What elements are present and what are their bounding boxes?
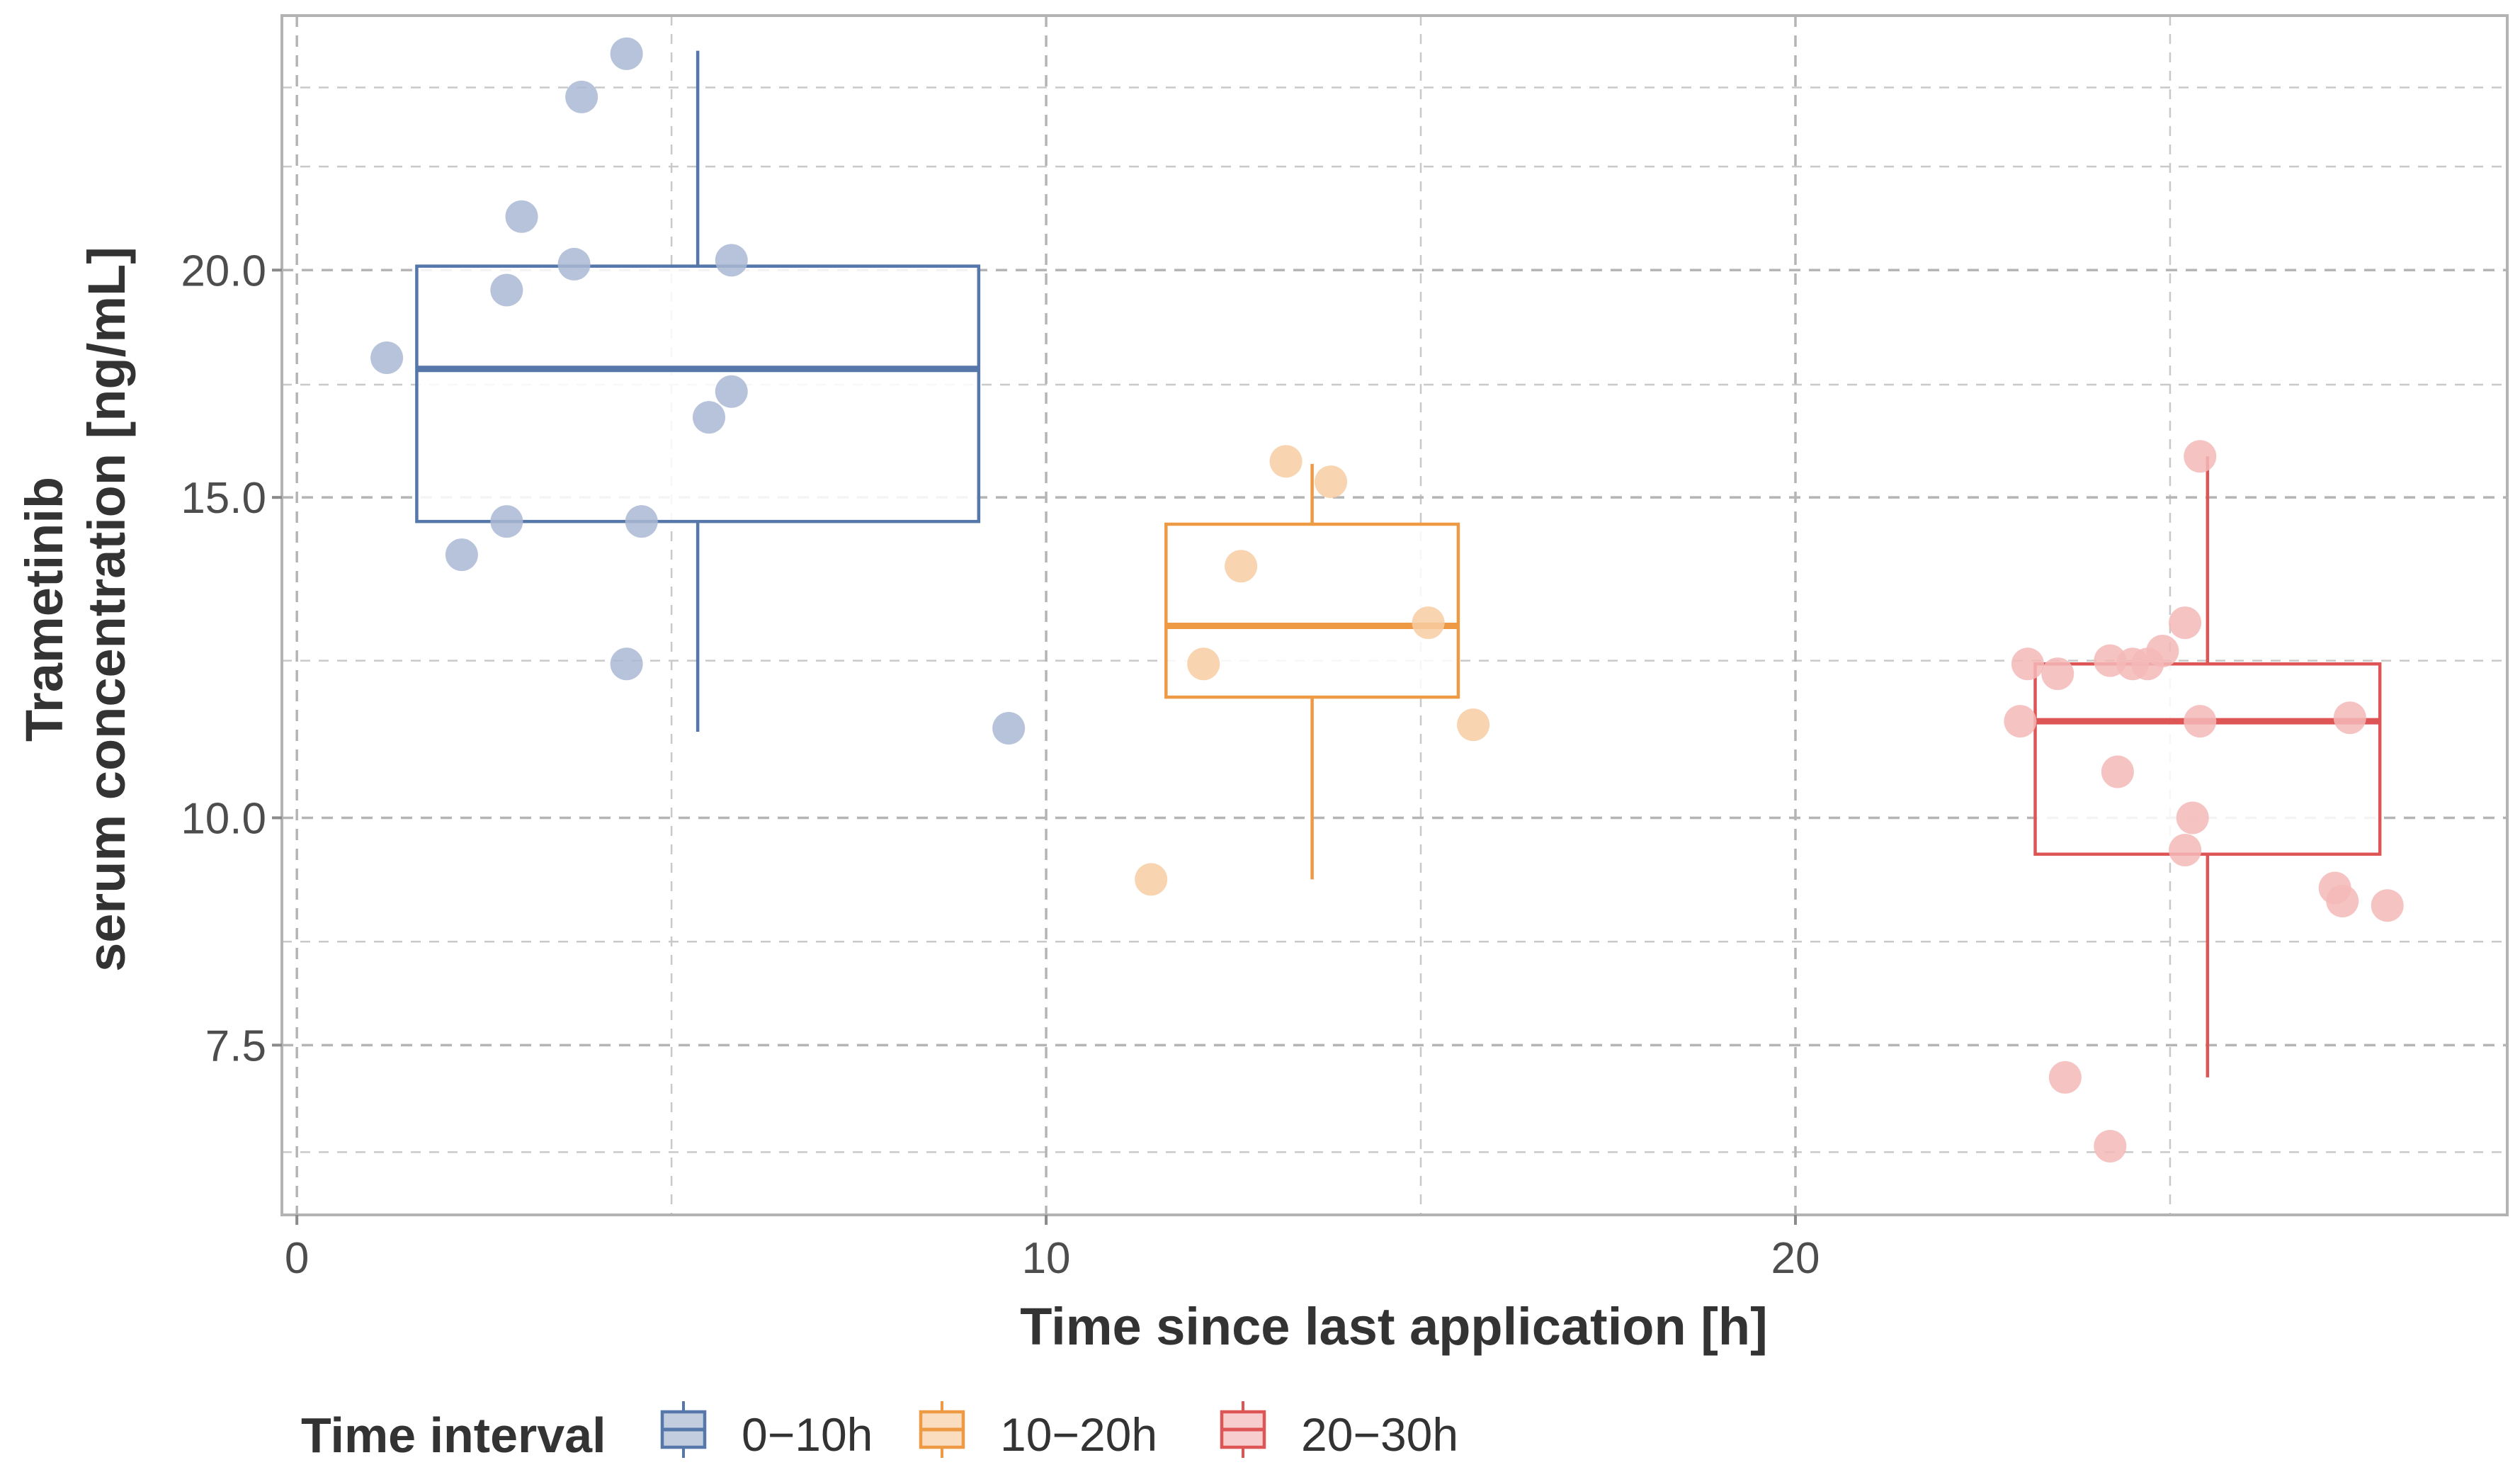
- data-point: [1225, 550, 1258, 583]
- data-point: [2184, 440, 2217, 473]
- axes: [272, 14, 2509, 1225]
- data-points: [370, 37, 2404, 1162]
- data-point: [715, 244, 748, 277]
- data-point: [2101, 755, 2134, 788]
- legend-label: 0−10h: [742, 1408, 873, 1461]
- y-tick-label: 20.0: [181, 247, 266, 295]
- data-point: [505, 200, 538, 233]
- data-point: [2169, 833, 2202, 866]
- y-axis-title-line-1: Trametinib: [15, 477, 74, 742]
- data-point: [490, 273, 523, 307]
- data-point: [992, 712, 1026, 745]
- box-iqr: [415, 264, 981, 524]
- data-point: [2184, 705, 2217, 738]
- box-iqr: [2033, 662, 2382, 856]
- data-point: [693, 401, 726, 434]
- data-point: [2094, 1129, 2127, 1162]
- legend-title: Time interval: [301, 1408, 606, 1463]
- data-point: [1412, 606, 1445, 640]
- x-tick-label: 0: [285, 1234, 309, 1283]
- data-point: [2041, 657, 2075, 691]
- tick-labels: 0 10 20 7.5 10.0 15.0 20.0: [181, 247, 1820, 1283]
- data-point: [1135, 863, 1168, 896]
- y-tick-label: 7.5: [205, 1022, 266, 1070]
- legend: Time interval 0−10h 10−20h 20−30h: [301, 1401, 1458, 1463]
- data-point: [565, 80, 598, 113]
- y-tick-label: 15.0: [181, 474, 266, 523]
- x-tick-label: 10: [1022, 1234, 1071, 1283]
- grid: [282, 16, 2507, 1215]
- data-point: [2004, 705, 2037, 738]
- data-point: [1187, 647, 1220, 681]
- data-point: [2169, 606, 2202, 640]
- data-point: [2176, 801, 2209, 834]
- data-point: [625, 505, 658, 538]
- data-point: [2146, 635, 2179, 668]
- data-point: [370, 341, 404, 375]
- data-point: [610, 647, 643, 681]
- legend-label: 20−30h: [1301, 1408, 1458, 1461]
- y-axis-title-line-2: serum concentration [ng/mL]: [77, 247, 136, 972]
- legend-label: 10−20h: [1000, 1408, 1157, 1461]
- data-point: [490, 505, 523, 538]
- data-point: [2326, 884, 2359, 917]
- data-point: [1457, 708, 1490, 742]
- boxplots: [415, 50, 2382, 1077]
- data-point: [1269, 445, 1302, 478]
- data-point: [2333, 701, 2366, 735]
- data-point: [715, 375, 748, 408]
- y-tick-label: 10.0: [181, 794, 266, 843]
- x-axis-title: Time since last application [h]: [1020, 1297, 1767, 1356]
- plot-panel-border: [280, 14, 2509, 1216]
- data-point: [557, 247, 591, 281]
- x-tick-label: 20: [1771, 1234, 1820, 1283]
- data-point: [2048, 1060, 2082, 1094]
- data-point: [1315, 465, 1348, 499]
- data-point: [610, 37, 643, 70]
- data-point: [445, 538, 478, 572]
- data-point: [2371, 889, 2404, 922]
- data-point: [2011, 647, 2044, 681]
